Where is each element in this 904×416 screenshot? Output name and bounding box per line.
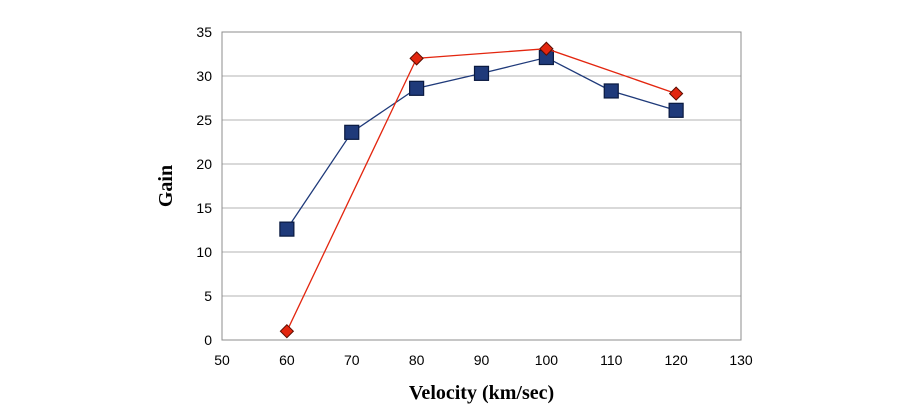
y-tick-label-35: 35: [196, 24, 212, 40]
x-tick-label-70: 70: [344, 352, 360, 368]
square-marker-90: [473, 65, 490, 81]
gridlines: [222, 31, 741, 341]
x-tick-labels: 50 60 70 80 90 100 110 120 130: [214, 352, 753, 368]
x-tick-label-120: 120: [664, 352, 688, 368]
square-marker-80: [409, 80, 425, 96]
y-tick-label-30: 30: [196, 68, 212, 84]
y-tick-label-25: 25: [196, 112, 212, 128]
series-2-line: [286, 48, 677, 332]
x-tick-label-100: 100: [535, 352, 559, 368]
x-tick-label-50: 50: [214, 352, 230, 368]
y-axis-title: Gain: [155, 165, 177, 207]
square-marker-70: [344, 124, 360, 140]
diamond-marker-100: [539, 41, 554, 56]
y-tick-label-15: 15: [196, 200, 212, 216]
x-tick-label-110: 110: [600, 352, 623, 368]
x-axis-title: Velocity (km/sec): [409, 382, 554, 404]
series-2: [279, 41, 684, 339]
x-tick-label-60: 60: [279, 352, 295, 368]
diamond-marker-80: [409, 51, 424, 66]
diamond-marker-120: [668, 86, 684, 101]
square-marker-60: [279, 221, 295, 237]
x-tick-label-90: 90: [474, 352, 490, 368]
x-tick-label-130: 130: [729, 352, 753, 368]
series-1: [279, 49, 684, 237]
square-marker-110: [603, 83, 619, 99]
series-1-line: [286, 56, 677, 230]
y-tick-label-0: 0: [204, 332, 212, 348]
y-tick-label-10: 10: [196, 244, 212, 260]
diamond-marker-60: [279, 323, 295, 339]
square-marker-120: [668, 102, 684, 118]
y-tick-label-20: 20: [196, 156, 212, 172]
x-tick-label-80: 80: [409, 352, 425, 368]
plot-area-frame: [221, 31, 742, 341]
y-tick-labels: 0 5 10 15 20 25 30 35: [196, 24, 212, 348]
series-layer: [279, 41, 684, 339]
y-tick-label-5: 5: [204, 288, 212, 304]
